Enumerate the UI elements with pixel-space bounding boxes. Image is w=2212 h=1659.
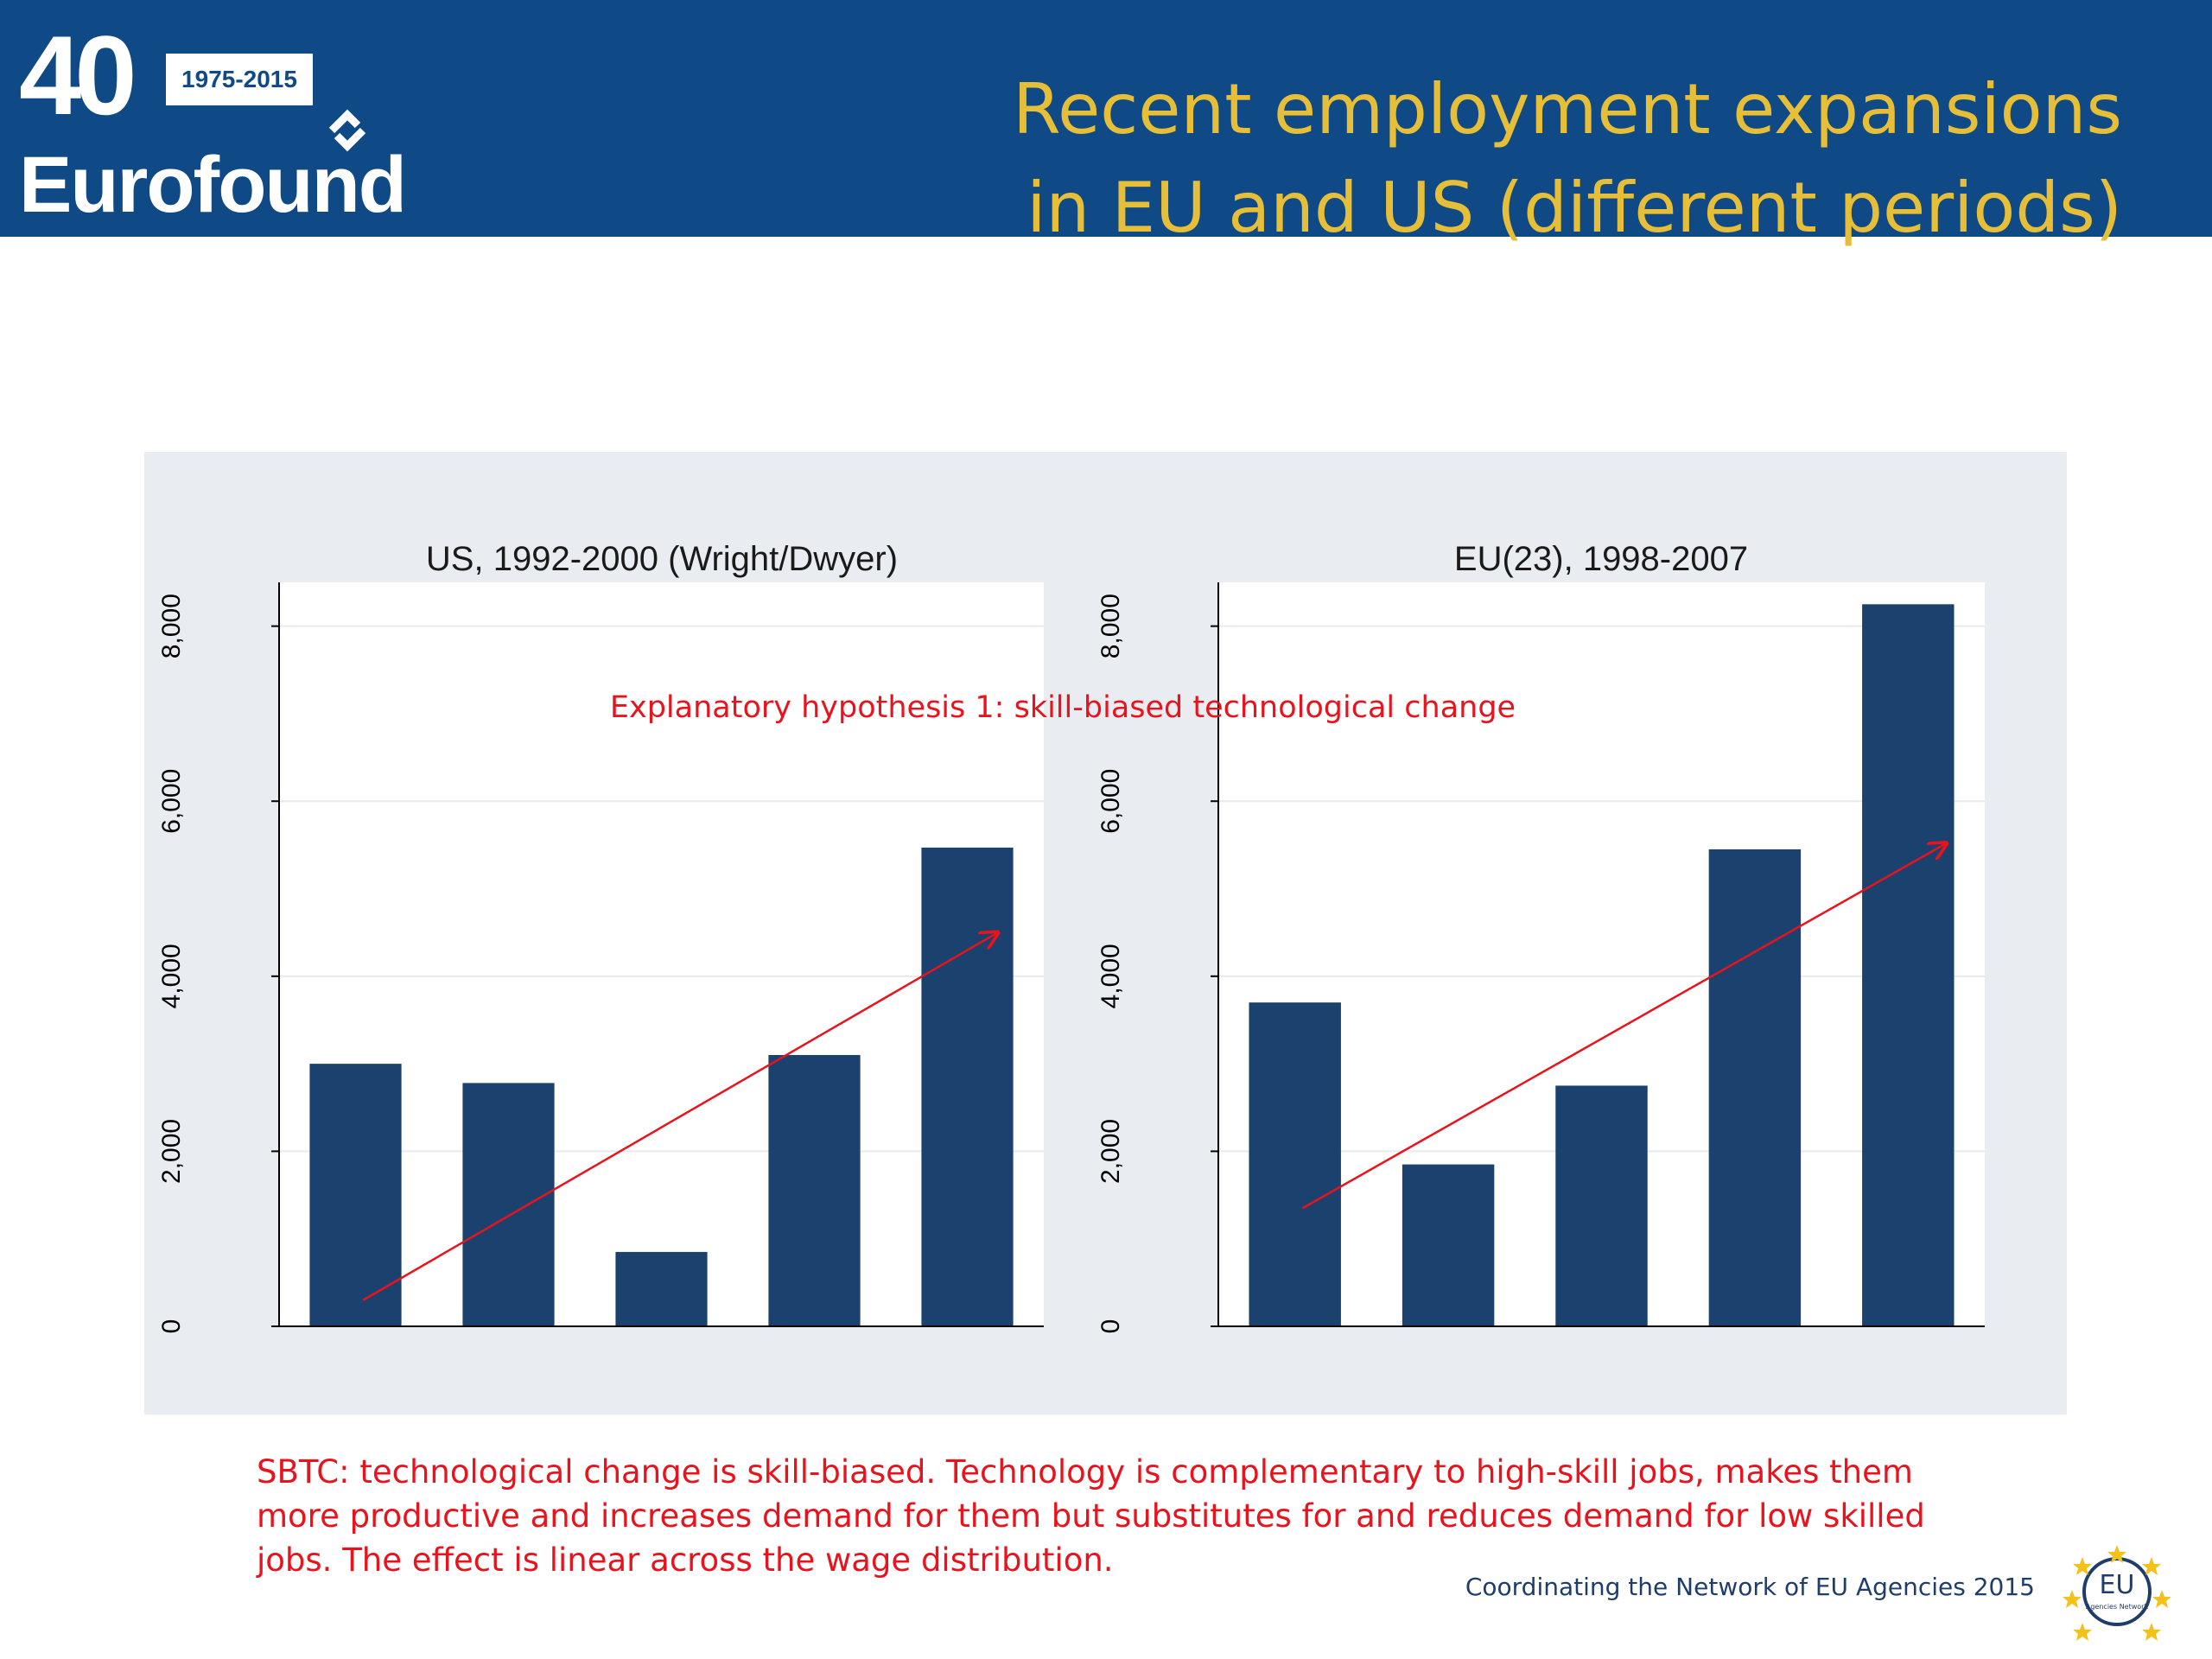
chart-1-bar-5 [921, 847, 1014, 1326]
slide-title-line-2: in EU and US (different periods) [1027, 168, 2122, 248]
eurofound-logo: 40 1975-2015 Eurofound [19, 12, 468, 229]
eu-badge-label: EU [2100, 1570, 2135, 1600]
chart-2-bar-2 [1402, 1164, 1495, 1326]
chart-1-bar-4 [768, 1054, 861, 1326]
slide-title: Recent employment expansions in EU and U… [826, 60, 2122, 257]
chart-2-bar-3 [1555, 1085, 1648, 1326]
logo-wordmark: Eurofound [19, 141, 407, 229]
chart-2-y-tick-label: 0 [1096, 1319, 1125, 1334]
chart-1-y-tick-label: 2,000 [157, 1119, 186, 1184]
logo-years: 1975-2015 [166, 54, 313, 105]
chart-1-y-tick-label: 4,000 [157, 944, 186, 1008]
eurofound-mark-icon [328, 109, 366, 152]
chart-2-y-tick-label: 2,000 [1096, 1119, 1125, 1184]
chart-1-bar-2 [462, 1083, 555, 1326]
chart-1-y-tick-label: 8,000 [157, 594, 186, 658]
chart-1-trend-arrow [362, 932, 998, 1301]
chart-2-y-tick-label: 6,000 [1096, 769, 1125, 834]
eu-agencies-network-badge-icon: EU Agencies Network [2063, 1545, 2171, 1641]
chart-1-plot-area [279, 582, 1044, 1326]
eu-badge-subtext: Agencies Network [2086, 1603, 2149, 1611]
chart-1-title: US, 1992-2000 (Wright/Dwyer) [426, 540, 898, 578]
chart-1-y-tick-label: 0 [157, 1319, 186, 1334]
chart-2-y-tick-label: 4,000 [1096, 944, 1125, 1008]
chart-1-y-tick-label: 6,000 [157, 769, 186, 834]
chart-2-title: EU(23), 1998-2007 [1454, 540, 1748, 578]
logo-anniversary-number: 40 [19, 12, 137, 138]
chart-1-bar-1 [309, 1064, 402, 1326]
slide-title-line-1: Recent employment expansions [1013, 69, 2122, 149]
chart-2-y-tick-label: 8,000 [1096, 594, 1125, 658]
sbtc-caption: SBTC: technological change is skill-bias… [257, 1453, 1925, 1579]
chart-2-bar-1 [1249, 1002, 1341, 1326]
chart-2-trend-arrow [1301, 843, 1947, 1210]
chart-2-bar-5 [1862, 604, 1955, 1326]
chart-2-bar-4 [1708, 849, 1802, 1326]
hypothesis-annotation: Explanatory hypothesis 1: skill-biased t… [610, 690, 1516, 725]
footer-text: Coordinating the Network of EU Agencies … [1465, 1573, 2035, 1601]
header-bar: 40 1975-2015 Eurofound Recent employment… [0, 0, 2212, 248]
chart-1-bar-3 [615, 1251, 708, 1326]
